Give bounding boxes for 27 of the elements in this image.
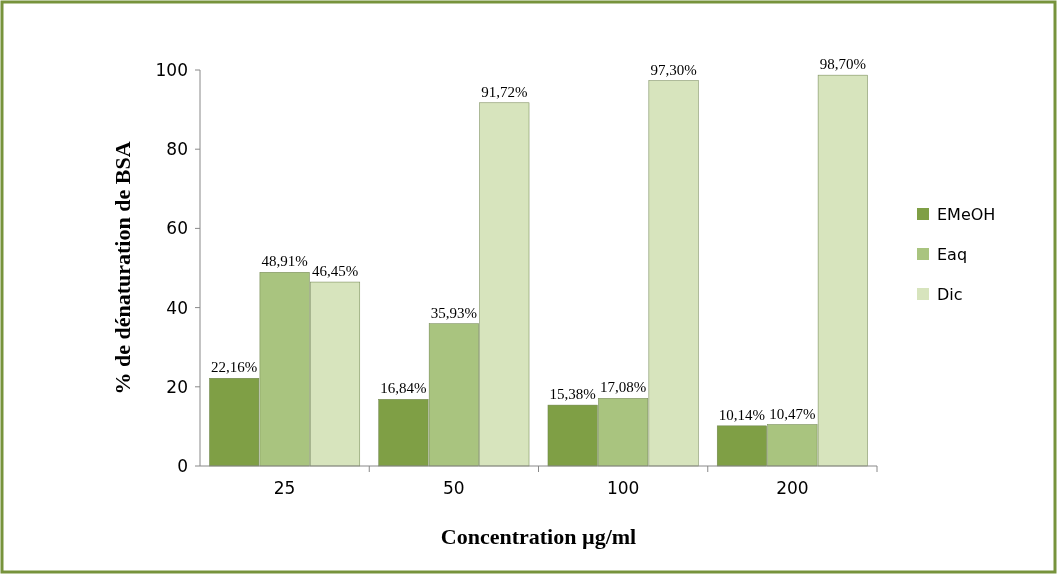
x-axis-title: Concentration µg/ml [440,524,637,549]
y-tick-label: 0 [177,455,188,476]
x-tick-label: 50 [443,478,465,498]
x-tick-label: 100 [606,478,640,498]
data-label: 35,93% [430,304,477,321]
legend-label: Eaq [937,244,968,264]
data-label: 15,38% [549,386,596,403]
y-tick-label: 20 [166,376,188,397]
legend-label: Dic [937,284,963,304]
data-label: 48,91% [261,253,308,270]
y-axis-title: % de dénaturation de BSA [110,141,135,395]
x-tick-label: 25 [273,478,296,498]
data-label: 16,84% [380,380,427,397]
data-label: 22,16% [211,359,258,376]
data-label: 91,72% [481,83,528,100]
data-label: 17,08% [600,379,647,396]
y-tick-label: 100 [155,59,188,80]
legend-label: EMeOH [937,204,996,224]
data-label: 98,70% [819,56,866,73]
x-tick-label: 200 [776,478,809,498]
y-tick-label: 80 [166,139,188,160]
y-tick-label: 40 [166,297,188,318]
data-label: 10,47% [769,405,816,422]
data-label: 97,30% [650,61,697,78]
data-label: 46,45% [311,263,359,280]
data-label: 10,14% [718,406,766,423]
y-tick-label: 60 [166,218,188,239]
